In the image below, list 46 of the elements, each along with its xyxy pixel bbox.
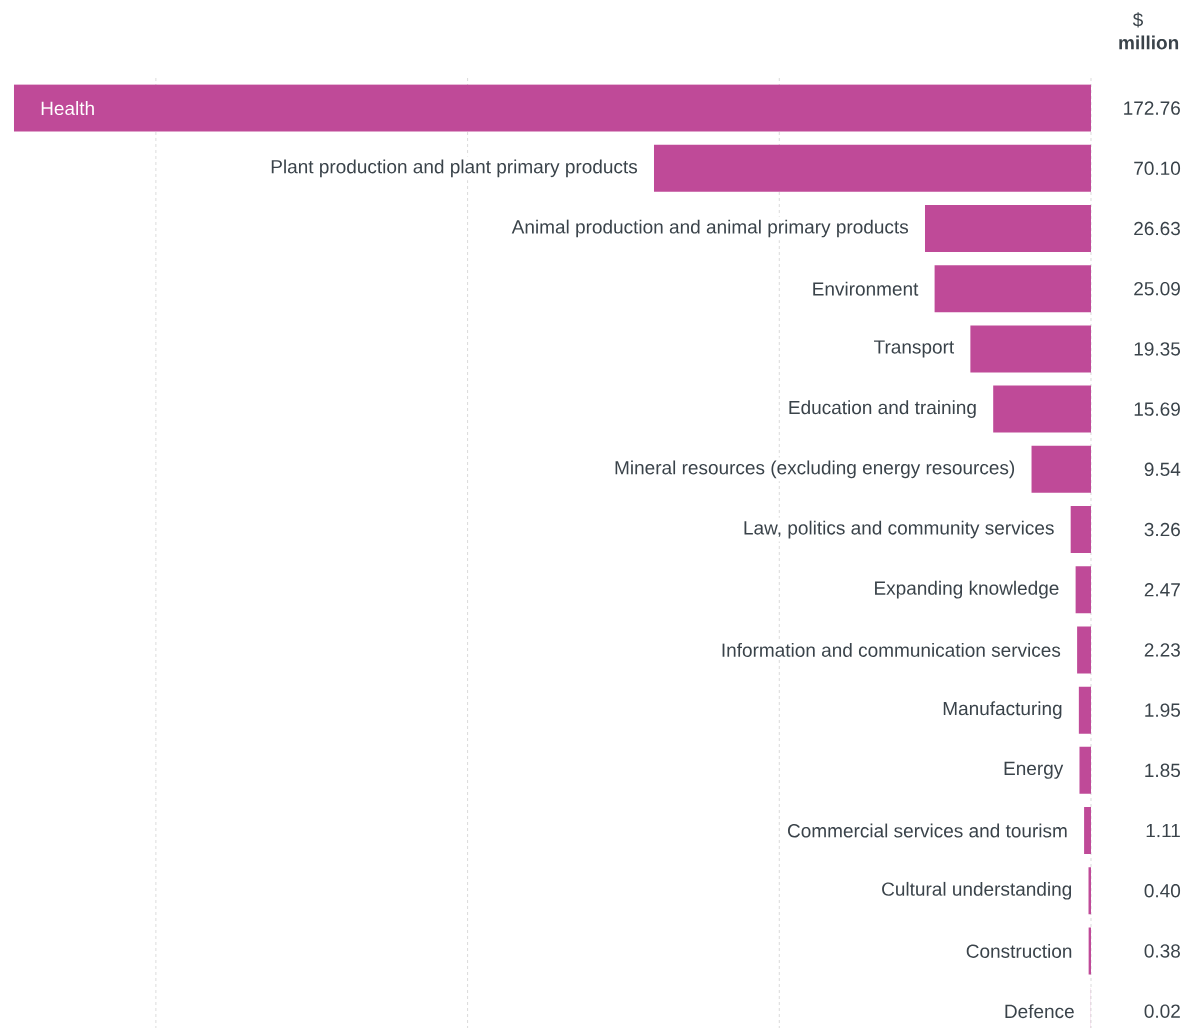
bar xyxy=(924,205,1092,253)
bar xyxy=(1077,626,1092,674)
bar xyxy=(1070,506,1092,554)
y-tick-label: Transport xyxy=(874,340,955,358)
data-label: 1.11 xyxy=(1146,824,1180,838)
bar xyxy=(970,325,1092,373)
y-tick-label: Plant production and plant primary products xyxy=(271,159,638,178)
data-label: 1.95 xyxy=(1145,703,1181,717)
y-tick-label: Construction xyxy=(966,943,1072,958)
data-label: 3.26 xyxy=(1144,522,1180,537)
bar xyxy=(13,84,1092,132)
y-tick-label: Mineral resources (excluding energy resources) xyxy=(615,460,1015,479)
bar xyxy=(1075,566,1092,614)
data-label: 70.10 xyxy=(1134,161,1181,176)
y-tick-label: Defence xyxy=(1005,1004,1074,1019)
y-tick-label: Animal production and animal primary products xyxy=(511,219,909,238)
y-tick-label: Education and training xyxy=(789,400,976,418)
data-label: 1.85 xyxy=(1145,763,1181,778)
y-tick-label: Environment xyxy=(813,281,919,296)
data-label: 0.40 xyxy=(1144,884,1181,898)
y-tick-label: Law, politics and community services xyxy=(744,520,1054,539)
bar xyxy=(1031,445,1092,493)
y-tick-label: Health xyxy=(41,101,94,116)
data-label: 19.35 xyxy=(1134,342,1181,356)
bar xyxy=(1079,746,1092,794)
y-tick-label: Commercial services and tourism xyxy=(787,823,1067,838)
bar xyxy=(1078,686,1092,734)
bar xyxy=(1084,807,1092,855)
data-label: 2.23 xyxy=(1144,643,1180,657)
y-tick-label: Information and communication services xyxy=(722,642,1061,657)
y-tick-label: Cultural understanding xyxy=(882,881,1072,900)
bar xyxy=(993,385,1092,433)
data-label: 0.38 xyxy=(1144,944,1180,958)
data-label: 15.69 xyxy=(1134,402,1180,416)
data-label: 9.54 xyxy=(1144,462,1181,477)
bar xyxy=(653,144,1092,192)
y-tick-label: Expanding knowledge xyxy=(875,580,1059,599)
y-tick-label: Manufacturing xyxy=(943,701,1062,719)
data-label: 0.02 xyxy=(1144,1004,1180,1018)
text: $ million xyxy=(1119,12,1179,50)
data-label: 26.63 xyxy=(1134,221,1180,236)
data-label: 25.09 xyxy=(1134,281,1180,296)
bar xyxy=(934,265,1092,313)
data-label: 2.47 xyxy=(1144,583,1180,597)
y-tick-label: Energy xyxy=(1004,761,1064,779)
data-label: 172.76 xyxy=(1124,101,1180,115)
